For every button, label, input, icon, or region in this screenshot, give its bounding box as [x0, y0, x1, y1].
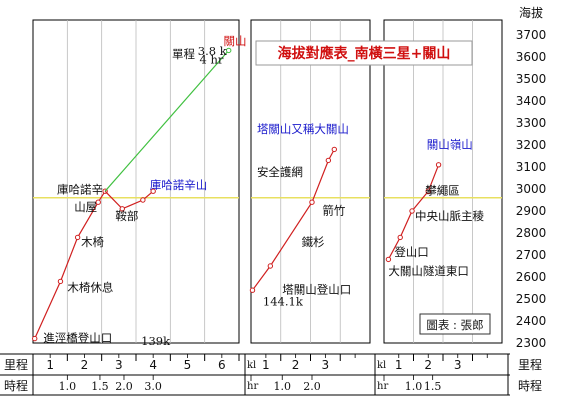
data-point — [409, 208, 415, 214]
time-tick-label: 1.5 — [91, 380, 109, 393]
time-tick-label: 1.0 — [59, 380, 77, 393]
point-label: 攀繩區 — [425, 184, 460, 198]
data-point — [249, 287, 256, 293]
data-point — [385, 256, 392, 263]
point-label: 登山口 — [394, 245, 429, 259]
distance-tick-label: 1 — [395, 358, 403, 372]
data-point — [74, 234, 81, 241]
point-label: 木椅 — [81, 235, 104, 249]
time-tick-label: 2.0 — [115, 380, 133, 393]
point-label: 塔關山登山口 — [282, 283, 351, 297]
point-label: 箭竹 — [322, 203, 345, 217]
y-tick-label: 3100 — [516, 160, 547, 174]
distance-row-label: 里程 — [4, 357, 28, 372]
distance-tick-label: 3 — [454, 358, 462, 372]
point-label: 鞍部 — [115, 209, 138, 223]
credit-box — [419, 313, 491, 335]
y-tick-label: 3600 — [516, 50, 547, 64]
distance-row-label-right: 里程 — [518, 357, 542, 372]
distance-tick-label: 2 — [424, 358, 432, 372]
point-label: 3.8 k — [198, 44, 228, 58]
time-row-label: 時程 — [4, 378, 28, 393]
distance-tick-label: 1 — [262, 358, 270, 372]
chart-title: 海拔對應表_南橫三星+關山 — [278, 45, 451, 62]
y-tick-label: 3500 — [516, 72, 547, 86]
point-label: 單程 — [172, 47, 195, 61]
y-tick-label: 3300 — [516, 116, 547, 130]
y-tick-label: 3000 — [516, 182, 547, 196]
data-point — [226, 47, 232, 54]
series-line — [104, 50, 230, 192]
point-label: 木椅休息 — [67, 280, 113, 294]
data-point — [119, 206, 125, 212]
time-tick-label: 3.0 — [144, 380, 162, 393]
y-tick-label: 2700 — [516, 248, 547, 262]
time-tick-label: 1.0 — [405, 380, 423, 393]
time-tick-label: 2.0 — [303, 380, 321, 393]
time-tick-label: 1.5 — [424, 380, 442, 393]
data-point — [32, 335, 38, 342]
data-point — [397, 234, 403, 241]
data-point — [267, 263, 274, 269]
y-tick-label: 2600 — [516, 270, 547, 284]
point-label: 庫哈諾辛山 — [150, 178, 208, 192]
distance-tick-label: 2 — [81, 358, 89, 372]
data-point — [325, 157, 332, 164]
distance-tick-label: 2 — [292, 358, 300, 372]
point-label: 進涇橋登山口 — [43, 331, 112, 345]
data-point — [140, 197, 146, 203]
y-tick-label: 2300 — [516, 336, 547, 350]
y-tick-label: 2900 — [516, 204, 547, 218]
chart-title-box — [255, 40, 473, 66]
y-tick-label: 2800 — [516, 226, 547, 240]
data-point — [57, 278, 64, 285]
time-tick-label: 1.0 — [273, 380, 291, 393]
y-axis-ticks: 2300 2400 2500 2600 2700 2800 2900 3000 3100 3200… — [516, 28, 547, 350]
y-tick-label: 3200 — [516, 138, 547, 152]
chart-credit: 圖表 : 張郎 — [426, 318, 483, 332]
distance-tick-label: 4 — [149, 358, 157, 372]
point-label: 庫哈諾辛 — [57, 182, 103, 196]
point-label: 塔關山又稱大關山 — [257, 122, 349, 136]
data-point — [150, 188, 156, 194]
y-axis-label: 海拔 — [519, 5, 543, 20]
point-label: 鐵杉 — [302, 235, 325, 249]
distance-tick-label: 3 — [115, 358, 123, 372]
time-unit: hr — [377, 381, 388, 392]
distance-tick-label: 3 — [322, 358, 330, 372]
distance-tick-label: 5 — [184, 358, 192, 372]
point-label: 139k — [141, 334, 171, 348]
data-point — [435, 162, 442, 168]
time-row-label-right: 時程 — [518, 378, 542, 393]
y-tick-label: 2400 — [516, 314, 547, 328]
y-tick-label: 3700 — [516, 28, 547, 42]
distance-tick-label: 1 — [46, 358, 54, 372]
distance-unit: kl — [247, 360, 256, 371]
time-unit: hr — [247, 381, 258, 392]
data-point — [425, 188, 431, 194]
point-label: 中央山脈主稜 — [415, 209, 484, 223]
point-label: 144.1k — [263, 295, 304, 309]
data-point — [95, 199, 101, 205]
y-tick-label: 3400 — [516, 94, 547, 108]
series-line — [104, 190, 154, 210]
data-point — [309, 199, 315, 205]
point-label: 山屋 — [74, 200, 97, 214]
distance-unit: kl — [377, 360, 386, 371]
point-label: 安全護網 — [257, 165, 303, 179]
y-tick-label: 2500 — [516, 292, 547, 306]
data-point — [331, 146, 337, 153]
point-label: 4 hr — [200, 53, 224, 67]
point-label: 大關山隧道東口 — [388, 264, 469, 278]
point-label: 關山嶺山 — [427, 137, 473, 151]
point-label: 關山 — [224, 34, 247, 48]
distance-tick-label: 6 — [218, 358, 226, 372]
